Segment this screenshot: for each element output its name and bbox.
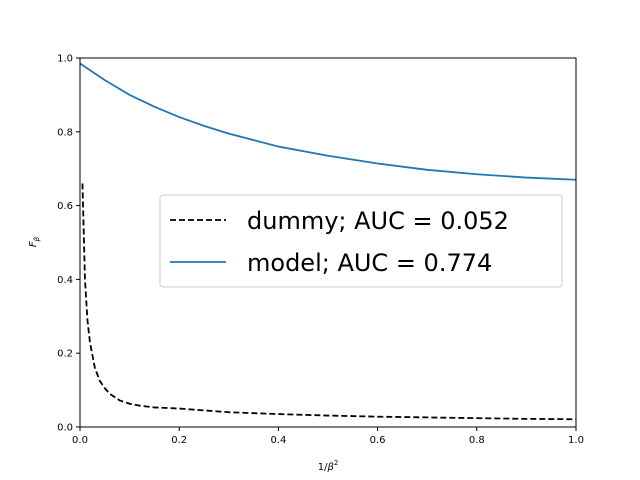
x-tick-label: 1.0 bbox=[568, 435, 584, 446]
legend-label-model: model; AUC = 0.774 bbox=[247, 249, 492, 277]
legend-box bbox=[159, 194, 563, 288]
ticks-layer: 0.0 0.2 0.4 0.6 0.8 1.0 0.0 0.2 0.4 0.6 0.8 1.0 bbox=[57, 54, 584, 447]
y-tick-label: 0.6 bbox=[57, 201, 73, 212]
x-tick-label: 0.0 bbox=[72, 435, 88, 446]
y-tick-label: 1.0 bbox=[57, 54, 73, 65]
x-axis-label: 1/β2 bbox=[318, 459, 339, 473]
x-tick-label: 0.4 bbox=[270, 435, 286, 446]
plot-frame bbox=[79, 57, 577, 428]
y-tick-label: 0.4 bbox=[57, 275, 73, 286]
y-tick-label: 0.2 bbox=[57, 349, 73, 360]
x-tick-label: 0.8 bbox=[469, 435, 485, 446]
series-line-model bbox=[79, 62, 577, 181]
legend-label-dummy: dummy; AUC = 0.052 bbox=[247, 207, 509, 235]
y-axis-label: Fβ bbox=[28, 236, 41, 247]
series-layer bbox=[79, 62, 577, 421]
y-tick-label: 0.0 bbox=[57, 423, 73, 434]
x-tick-label: 0.2 bbox=[171, 435, 187, 446]
y-tick-label: 0.8 bbox=[57, 127, 73, 138]
series-line-dummy bbox=[81, 183, 577, 421]
x-tick-label: 0.6 bbox=[370, 435, 386, 446]
legend: dummy; AUC = 0.052 model; AUC = 0.774 bbox=[159, 194, 563, 288]
